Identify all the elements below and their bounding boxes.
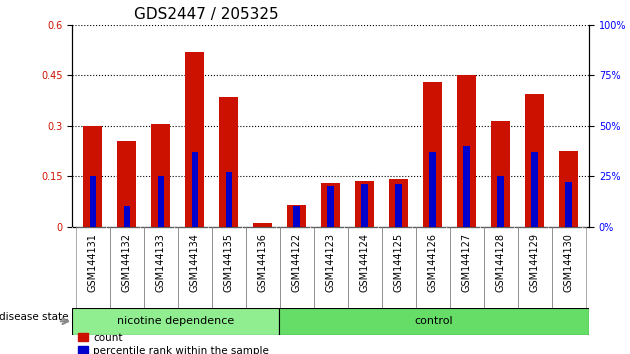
Text: GSM144127: GSM144127 [462, 233, 472, 292]
Text: control: control [415, 316, 454, 326]
Bar [144, 227, 178, 308]
Bar [178, 227, 212, 308]
Text: GSM144134: GSM144134 [190, 233, 200, 292]
Bar [158, 176, 164, 227]
Bar [219, 97, 238, 227]
Bar [294, 206, 300, 227]
Bar [484, 227, 518, 308]
Text: GSM144131: GSM144131 [88, 233, 98, 292]
Text: GSM144122: GSM144122 [292, 233, 302, 292]
Bar [518, 227, 552, 308]
Bar [328, 186, 334, 227]
Bar [565, 182, 572, 227]
Text: GDS2447 / 205325: GDS2447 / 205325 [134, 7, 279, 22]
Bar [491, 121, 510, 227]
Bar [423, 82, 442, 227]
Bar [76, 227, 110, 308]
Bar [389, 179, 408, 227]
Text: GSM144123: GSM144123 [326, 233, 336, 292]
Bar [416, 227, 450, 308]
Bar [321, 183, 340, 227]
Bar [246, 227, 280, 308]
Bar [348, 227, 382, 308]
Bar [185, 52, 204, 227]
Bar [531, 152, 538, 227]
Bar [72, 308, 279, 335]
Text: GSM144136: GSM144136 [258, 233, 268, 292]
Bar [192, 152, 198, 227]
Bar [280, 227, 314, 308]
Text: GSM144126: GSM144126 [428, 233, 438, 292]
Bar [457, 75, 476, 227]
Bar [525, 94, 544, 227]
Text: GSM144132: GSM144132 [122, 233, 132, 292]
Bar [355, 181, 374, 227]
Bar [430, 152, 436, 227]
Bar [226, 172, 232, 227]
Text: GSM144124: GSM144124 [360, 233, 370, 292]
Bar [559, 151, 578, 227]
Bar [117, 141, 136, 227]
Text: GSM144135: GSM144135 [224, 233, 234, 292]
Text: nicotine dependence: nicotine dependence [117, 316, 234, 326]
Bar [212, 227, 246, 308]
Bar [362, 184, 368, 227]
Bar [279, 308, 589, 335]
Bar [123, 206, 130, 227]
Bar [314, 227, 348, 308]
Bar [151, 124, 170, 227]
Text: GSM144125: GSM144125 [394, 233, 404, 292]
Bar [382, 227, 416, 308]
Bar [84, 126, 102, 227]
Bar [450, 227, 484, 308]
Bar [253, 223, 272, 227]
Text: GSM144133: GSM144133 [156, 233, 166, 292]
Text: disease state: disease state [0, 312, 69, 322]
Bar [110, 227, 144, 308]
Bar [396, 184, 402, 227]
Bar [464, 146, 470, 227]
Bar [552, 227, 586, 308]
Legend: count, percentile rank within the sample: count, percentile rank within the sample [77, 333, 269, 354]
Text: GSM144128: GSM144128 [496, 233, 506, 292]
Bar [498, 176, 504, 227]
Bar [287, 205, 306, 227]
Bar [89, 176, 96, 227]
Text: GSM144129: GSM144129 [530, 233, 540, 292]
Text: GSM144130: GSM144130 [564, 233, 574, 292]
